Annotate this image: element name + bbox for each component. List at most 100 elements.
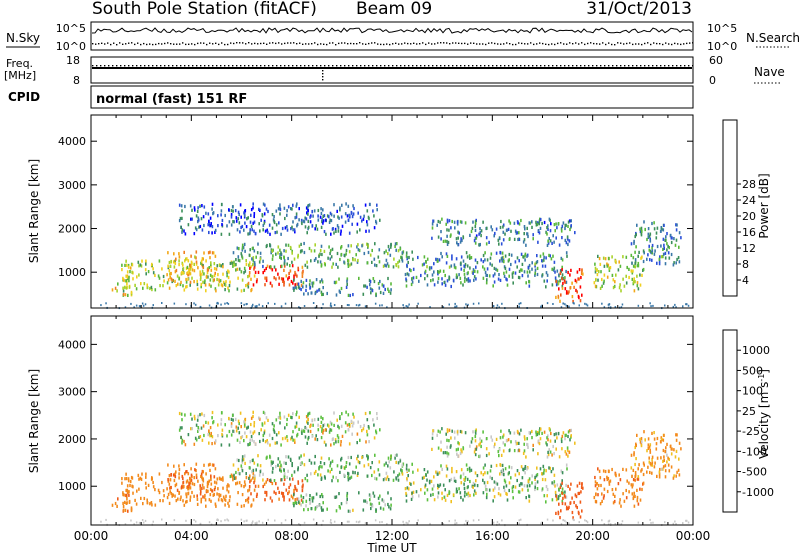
scatter-cell xyxy=(354,471,356,475)
scatter-cell xyxy=(518,237,521,241)
scatter-cell xyxy=(213,262,216,266)
scatter-cell xyxy=(225,280,227,284)
scatter-cell xyxy=(357,420,359,424)
scatter-cell xyxy=(347,413,350,417)
scatter-cell xyxy=(549,239,552,243)
scatter-cell xyxy=(227,490,230,494)
scatter-cell xyxy=(495,463,498,468)
scatter-cell xyxy=(622,255,624,259)
scatter-cell xyxy=(465,303,467,306)
nave-dot xyxy=(580,65,582,67)
scatter-cell xyxy=(431,273,434,277)
scatter-cell xyxy=(675,306,677,309)
scatter-cell xyxy=(173,519,176,522)
scatter-cell xyxy=(464,476,467,480)
scatter-cell xyxy=(238,212,240,217)
scatter-cell xyxy=(437,259,439,263)
scatter-cell xyxy=(250,434,253,439)
scatter-cell xyxy=(550,257,553,261)
scatter-cell xyxy=(220,443,223,447)
scatter-cell xyxy=(499,463,501,467)
scatter-cell xyxy=(469,493,471,498)
scatter-cell xyxy=(285,274,288,278)
scatter-cell xyxy=(209,462,211,466)
scatter-cell xyxy=(349,476,351,480)
scatter-cell xyxy=(247,275,249,279)
scatter-cell xyxy=(279,203,281,207)
scatter-cell xyxy=(641,468,643,472)
power-colorbar-label: Power [dB] xyxy=(757,173,771,238)
scatter-cell xyxy=(139,305,142,308)
scatter-cell xyxy=(636,477,639,481)
scatter-cell xyxy=(194,417,196,421)
scatter-cell xyxy=(595,268,598,272)
scatter-cell xyxy=(217,224,219,228)
scatter-cell xyxy=(524,471,526,475)
scatter-cell xyxy=(644,227,646,232)
scatter-cell xyxy=(578,481,581,485)
scatter-cell xyxy=(503,489,506,493)
scatter-cell xyxy=(637,477,640,481)
scatter-cell xyxy=(461,450,463,454)
scatter-cell xyxy=(525,496,527,500)
scatter-cell xyxy=(217,423,219,427)
scatter-cell xyxy=(634,445,636,450)
scatter-cell xyxy=(561,277,563,281)
scatter-cell xyxy=(201,228,204,232)
nsearch-dot xyxy=(644,42,646,45)
scatter-cell xyxy=(195,473,198,477)
scatter-cell xyxy=(255,255,257,259)
scatter-cell xyxy=(607,520,610,523)
scatter-cell xyxy=(133,523,135,526)
scatter-cell xyxy=(623,499,626,503)
scatter-cell xyxy=(225,494,227,498)
scatter-cell xyxy=(185,470,187,474)
nave-dot xyxy=(544,65,546,67)
scatter-cell xyxy=(159,284,161,288)
scatter-cell xyxy=(382,291,385,295)
scatter-cell xyxy=(279,460,281,464)
scatter-cell xyxy=(293,257,296,261)
scatter-cell xyxy=(252,206,254,210)
scatter-cell xyxy=(125,501,128,505)
scatter-cell xyxy=(135,287,138,291)
scatter-cell xyxy=(532,448,534,452)
scatter-cell xyxy=(666,232,668,236)
scatter-cell xyxy=(505,439,508,443)
scatter-cell xyxy=(379,494,381,498)
scatter-cell xyxy=(182,480,185,484)
scatter-cell xyxy=(232,209,234,213)
scatter-cell xyxy=(183,439,185,444)
scatter-cell xyxy=(205,289,207,293)
scatter-cell xyxy=(232,264,234,268)
scatter-cell xyxy=(338,277,340,281)
scatter-cell xyxy=(187,273,189,277)
scatter-cell xyxy=(398,472,401,476)
scatter-cell xyxy=(508,465,511,469)
scatter-cell xyxy=(329,461,332,465)
scatter-cell xyxy=(163,279,165,283)
scatter-cell xyxy=(217,434,219,438)
scatter-cell xyxy=(518,522,520,525)
scatter-cell xyxy=(485,236,488,240)
scatter-cell xyxy=(271,422,274,426)
scatter-cell xyxy=(470,440,473,444)
scatter-cell xyxy=(347,244,350,248)
scatter-cell xyxy=(211,463,214,467)
scatter-cell xyxy=(307,413,309,417)
scatter-cell xyxy=(666,442,668,446)
scatter-cell xyxy=(406,263,408,267)
scatter-cell xyxy=(185,285,187,289)
scatter-cell xyxy=(173,464,175,468)
scatter-cell xyxy=(544,264,547,268)
scatter-cell xyxy=(196,497,199,501)
nave-dot xyxy=(444,65,446,67)
scatter-cell xyxy=(562,221,565,225)
scatter-cell xyxy=(482,220,484,224)
scatter-cell xyxy=(240,289,243,293)
scatter-cell xyxy=(437,429,440,433)
scatter-cell xyxy=(128,275,130,279)
scatter-cell xyxy=(264,411,266,416)
scatter-cell xyxy=(241,256,244,260)
scatter-cell xyxy=(321,220,323,224)
